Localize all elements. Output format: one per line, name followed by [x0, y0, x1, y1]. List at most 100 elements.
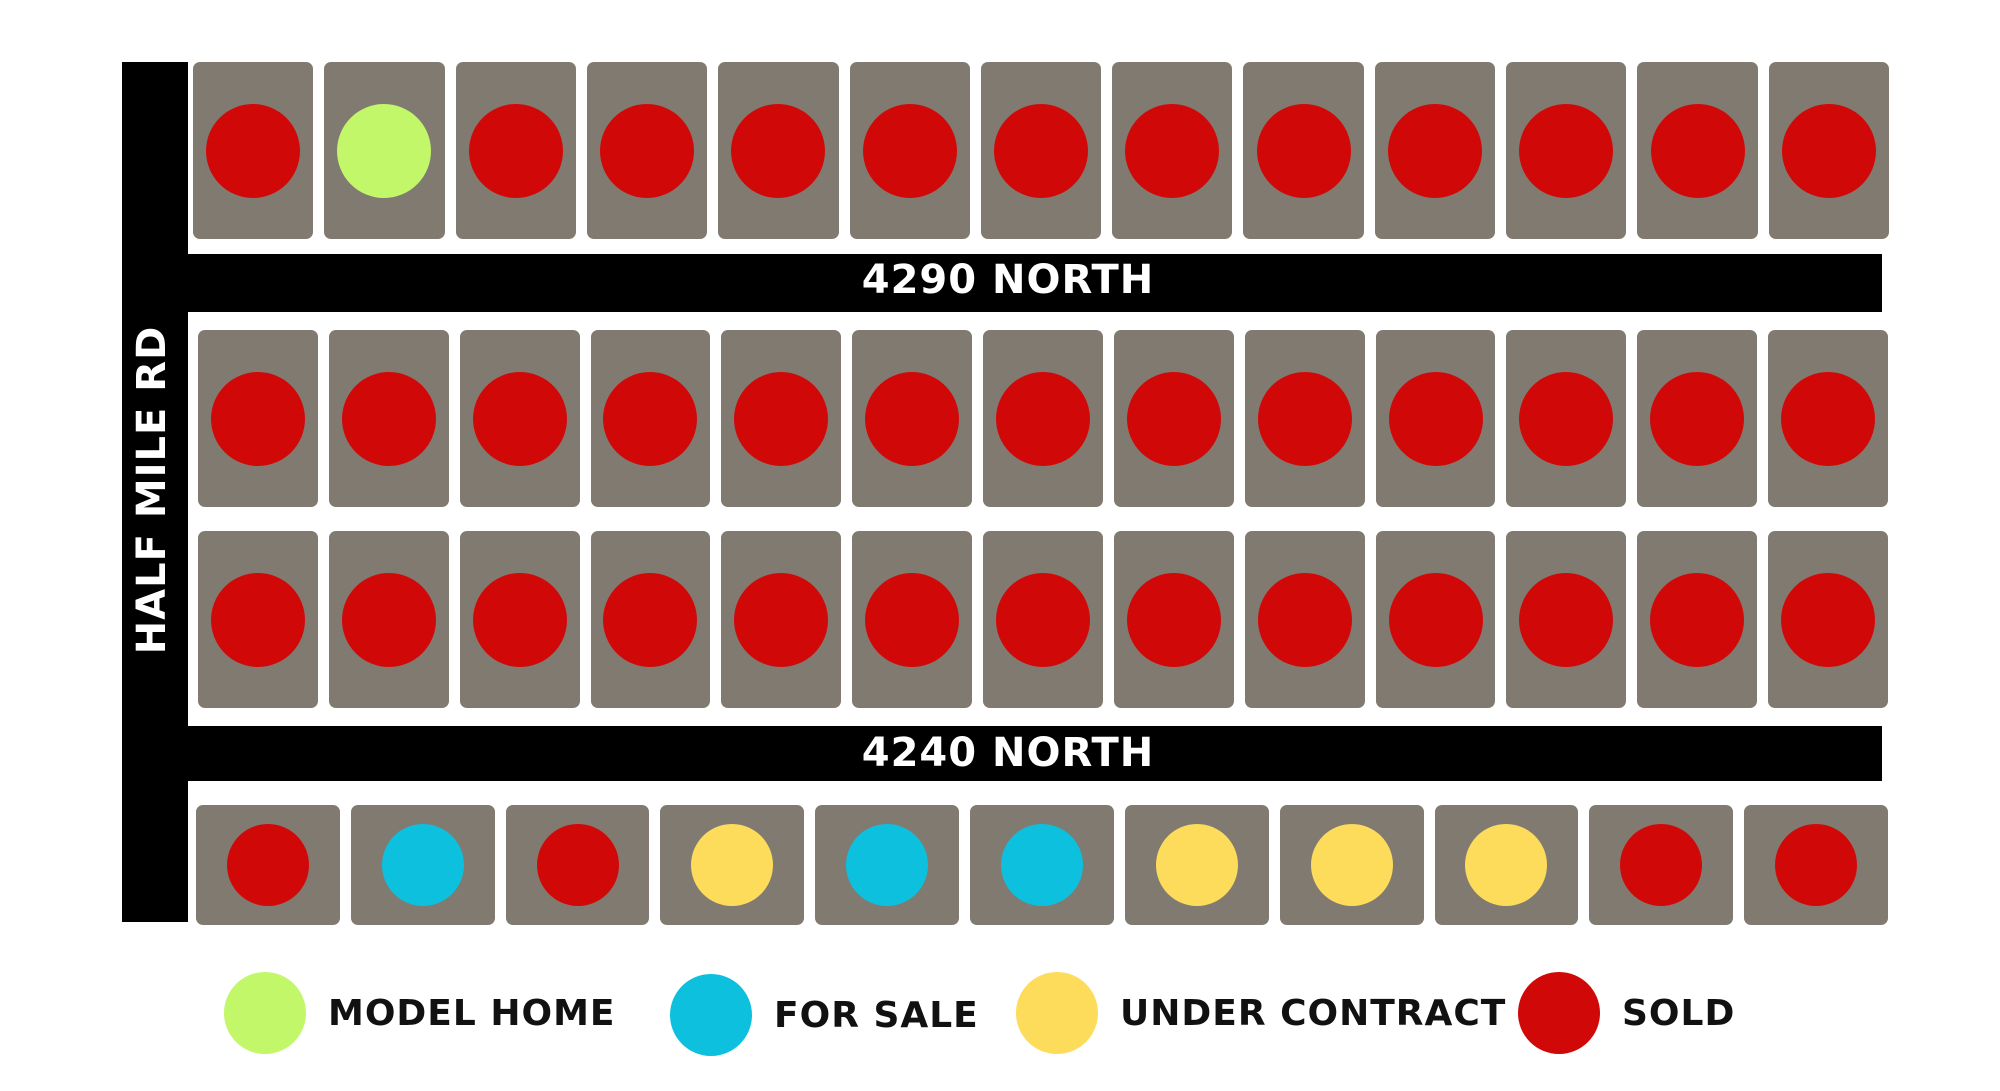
lot[interactable] [1637, 531, 1758, 708]
lot[interactable] [1244, 330, 1365, 507]
status-dot-sold [1125, 103, 1220, 198]
lot[interactable] [983, 531, 1103, 708]
status-dot-sold [1620, 824, 1703, 906]
status-dot-sold [731, 103, 826, 198]
lot[interactable] [1112, 62, 1233, 239]
legend-label: UNDER CONTRACT [1120, 992, 1507, 1034]
lot[interactable] [721, 531, 842, 708]
lot[interactable] [193, 62, 314, 239]
status-dot-sold [865, 371, 960, 466]
4290-north-label: 4290 NORTH [861, 257, 1155, 303]
lot[interactable] [328, 330, 449, 507]
status-dot-sold [1775, 824, 1858, 906]
lot[interactable] [849, 62, 970, 239]
status-dot-sold [1781, 572, 1876, 667]
lot[interactable] [1244, 531, 1365, 708]
status-dot-under-contract [1155, 824, 1238, 906]
status-dot-sold [472, 572, 567, 667]
status-dot-sold [1650, 371, 1745, 466]
lot[interactable] [1113, 330, 1234, 507]
legend-item-for-sale: FOR SALE [670, 974, 979, 1056]
legend-swatch-under-contract [1016, 972, 1098, 1054]
legend-item-sold: SOLD [1518, 972, 1735, 1054]
status-dot-sold [995, 371, 1090, 466]
lot[interactable] [721, 330, 842, 507]
legend-item-under-contract: UNDER CONTRACT [1016, 972, 1506, 1054]
status-dot-sold [206, 103, 301, 198]
legend-item-model-home: MODEL HOME [224, 972, 616, 1054]
status-dot-sold [341, 572, 436, 667]
lot[interactable] [590, 531, 711, 708]
lot[interactable] [196, 805, 340, 925]
lot[interactable] [1506, 62, 1627, 239]
status-dot-sold [1519, 371, 1614, 466]
lot[interactable] [505, 805, 650, 925]
lot[interactable] [1506, 330, 1627, 507]
lot[interactable] [815, 805, 960, 925]
lot[interactable] [324, 62, 445, 239]
lot[interactable] [1374, 62, 1496, 239]
4290-north-road [188, 254, 1882, 312]
status-dot-sold [1519, 103, 1614, 198]
status-dot-sold [603, 572, 698, 667]
lot[interactable] [1768, 62, 1889, 239]
status-dot-sold [1388, 572, 1483, 667]
lot[interactable] [1506, 531, 1627, 708]
half-mile-rd-road [122, 62, 188, 922]
status-dot-sold [1126, 572, 1221, 667]
lot[interactable] [1434, 805, 1579, 925]
status-dot-under-contract [1465, 824, 1548, 906]
lot[interactable] [459, 531, 580, 708]
legend-label: MODEL HOME [328, 992, 616, 1034]
status-dot-sold [468, 103, 563, 198]
status-dot-sold [1650, 103, 1745, 198]
lot[interactable] [1637, 62, 1758, 239]
lot[interactable] [970, 805, 1114, 925]
lot[interactable] [1589, 805, 1734, 925]
legend-label: SOLD [1622, 992, 1736, 1034]
lot[interactable] [1124, 805, 1269, 925]
lot[interactable] [1375, 330, 1496, 507]
status-dot-sold [862, 103, 957, 198]
lot[interactable] [350, 805, 495, 925]
status-dot-sold [210, 371, 305, 466]
lot[interactable] [198, 531, 318, 708]
status-dot-sold [1781, 103, 1876, 198]
status-dot-sold [1257, 371, 1352, 466]
status-dot-for-sale [846, 824, 929, 906]
status-dot-sold [1256, 103, 1351, 198]
lot[interactable] [586, 62, 708, 239]
lot[interactable] [852, 531, 973, 708]
legend-label: FOR SALE [774, 994, 979, 1036]
lot[interactable] [852, 330, 973, 507]
status-dot-sold [210, 572, 305, 667]
lot[interactable] [980, 62, 1102, 239]
lot[interactable] [198, 330, 318, 507]
lot[interactable] [1768, 330, 1888, 507]
lot[interactable] [459, 330, 580, 507]
lot[interactable] [1768, 531, 1888, 708]
lot[interactable] [1637, 330, 1758, 507]
lot[interactable] [1375, 531, 1496, 708]
lot[interactable] [1744, 805, 1888, 925]
lot[interactable] [328, 531, 449, 708]
status-dot-sold [472, 371, 567, 466]
lot[interactable] [1243, 62, 1364, 239]
legend-swatch-model-home [224, 972, 306, 1054]
status-dot-sold [1257, 572, 1352, 667]
lot[interactable] [455, 62, 576, 239]
status-dot-sold [226, 824, 309, 906]
lot[interactable] [718, 62, 839, 239]
status-dot-sold [993, 103, 1088, 198]
legend-swatch-for-sale [670, 974, 752, 1056]
status-dot-sold [1126, 371, 1221, 466]
status-dot-sold [1781, 371, 1876, 466]
status-dot-sold [1387, 103, 1482, 198]
lot[interactable] [983, 330, 1103, 507]
status-dot-sold [600, 103, 695, 198]
status-dot-sold [734, 371, 829, 466]
lot[interactable] [660, 805, 805, 925]
lot[interactable] [590, 330, 711, 507]
lot[interactable] [1279, 805, 1424, 925]
lot[interactable] [1113, 531, 1234, 708]
